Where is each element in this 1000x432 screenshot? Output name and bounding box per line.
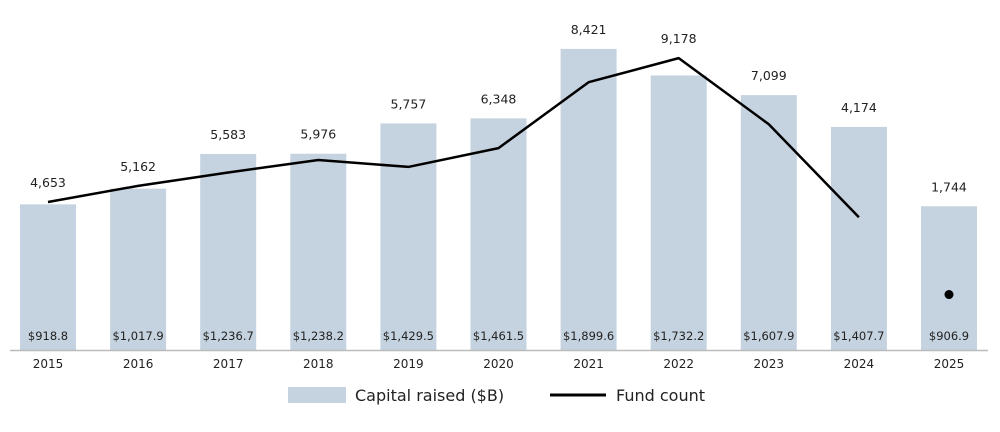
bar-value-label: $1,236.7: [203, 329, 254, 343]
bar-value-label: $1,461.5: [473, 329, 524, 343]
x-tick-label: 2021: [573, 357, 604, 371]
fund-count-label: 5,757: [391, 96, 427, 111]
legend-label-fund-count: Fund count: [616, 386, 705, 405]
bar-2017: [200, 153, 257, 350]
x-tick-label: 2022: [663, 357, 694, 371]
bar-2015: [20, 204, 76, 350]
bar-2021: [560, 48, 617, 351]
fund-count-label: 4,174: [841, 100, 877, 115]
fund-count-label: 5,162: [120, 159, 156, 174]
fund-count-line: [47, 56, 860, 219]
bar-2023: [740, 95, 797, 350]
bar-2018: [290, 153, 347, 350]
x-tick-label: 2017: [213, 357, 244, 371]
x-tick-label: 2025: [934, 357, 965, 371]
bar-2024: [830, 126, 887, 350]
x-tick-label: 2024: [844, 357, 875, 371]
bar-value-label: $1,429.5: [383, 329, 434, 343]
legend-label-capital: Capital raised ($B): [355, 386, 504, 405]
fund-count-label: 4,653: [30, 175, 66, 190]
fund-count-label: 9,178: [661, 31, 697, 46]
bar-2020: [470, 118, 527, 350]
x-tick-label: 2015: [33, 357, 64, 371]
fund-count-point-2025: [944, 290, 954, 300]
bar-2022: [650, 75, 707, 351]
bar-2019: [380, 123, 437, 350]
fund-count-label: 5,583: [210, 127, 246, 142]
x-tick-label: 2023: [754, 357, 785, 371]
bar-2016: [110, 188, 167, 350]
fund-count-label: 5,976: [300, 127, 336, 142]
fund-count-label: 8,421: [571, 22, 607, 37]
x-tick-label: 2020: [483, 357, 514, 371]
bar-2025: [921, 206, 977, 350]
x-tick-label: 2018: [303, 357, 334, 371]
legend-swatch-capital: [288, 387, 346, 403]
bar-value-label: $918.8: [28, 329, 68, 343]
x-tick-label: 2016: [123, 357, 154, 371]
fund-count-label: 1,744: [931, 179, 967, 194]
x-tick-label: 2019: [393, 357, 424, 371]
bar-value-label: $1,407.7: [833, 329, 884, 343]
fund-count-label: 7,099: [751, 68, 787, 83]
fund-count-label: 6,348: [481, 91, 517, 106]
bar-value-label: $1,732.2: [653, 329, 704, 343]
bar-value-label: $1,899.6: [563, 329, 614, 343]
bar-value-label: $1,238.2: [293, 329, 344, 343]
bar-value-label: $906.9: [929, 329, 969, 343]
bar-value-label: $1,017.9: [112, 329, 163, 343]
bar-value-label: $1,607.9: [743, 329, 794, 343]
